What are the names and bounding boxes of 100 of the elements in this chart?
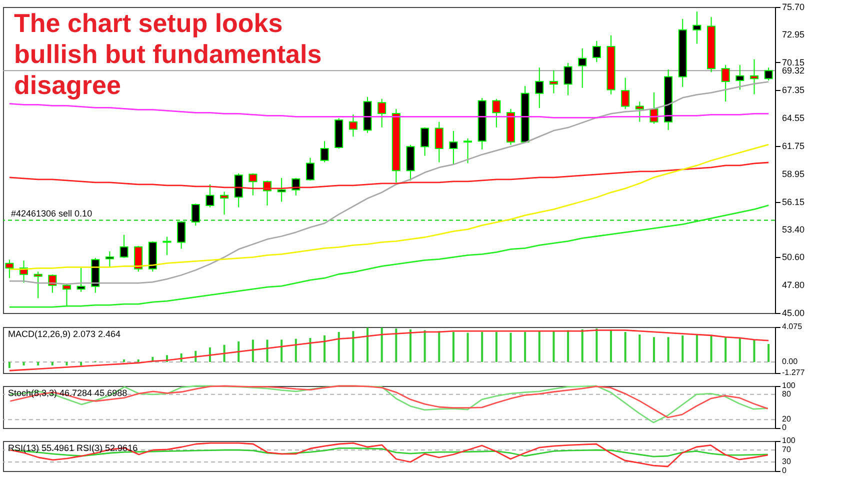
chart-title: Stoch(8,3,3) 46.7284 45.6988 [8, 388, 128, 398]
candlestick [206, 184, 214, 208]
y-tick-label: 0 [782, 423, 787, 432]
candlestick [348, 114, 358, 138]
candlestick [320, 140, 329, 163]
bar [123, 359, 126, 362]
bar [37, 362, 40, 366]
y-tick-label: 53.40 [782, 224, 805, 234]
ref-line-label: #42461306 sell 0.10 [11, 208, 92, 218]
y-tick-label: 70.15 [782, 57, 805, 68]
bar [696, 334, 698, 362]
bar [552, 331, 555, 362]
y-tick-label: 72.95 [782, 29, 805, 40]
bar [380, 328, 383, 362]
annotation: The chart setup looks bullish but fundamentals disagree [14, 8, 323, 101]
candlestick [535, 67, 544, 109]
bar [510, 332, 512, 362]
candlestick [5, 259, 14, 279]
bar [366, 328, 369, 362]
candlestick [234, 172, 243, 208]
bar [280, 340, 283, 362]
y-tick-label: 0.00 [782, 357, 798, 366]
candlestick [621, 77, 630, 110]
bar [624, 332, 626, 362]
candlestick [564, 62, 572, 96]
bar [638, 334, 641, 362]
candlestick [750, 58, 758, 95]
y-tick-label: 70 [782, 445, 792, 454]
y-tick-label: 100 [782, 381, 796, 390]
candlestick [220, 191, 229, 216]
line-series [8, 330, 770, 372]
bar [710, 335, 712, 362]
bar [238, 341, 240, 362]
bar [294, 338, 297, 362]
y-tick-label: 50.60 [782, 252, 805, 262]
chart-title: MACD(12,26,9) 2.073 2.464 [8, 329, 121, 339]
bar [452, 332, 454, 362]
bar [8, 362, 10, 368]
candlestick [692, 11, 702, 44]
y-tick-label: 47.80 [782, 280, 805, 290]
bar [266, 340, 268, 362]
bar [223, 344, 226, 362]
y-tick-label: 58.95 [782, 168, 805, 179]
candlestick [449, 130, 458, 165]
candlestick [549, 70, 558, 94]
candlestick [721, 64, 730, 102]
bar [137, 359, 140, 362]
candlestick [592, 40, 601, 63]
bar [538, 331, 540, 362]
bar [409, 329, 412, 362]
bar [682, 335, 684, 362]
line-series [8, 204, 770, 308]
bar [753, 340, 756, 362]
bar [80, 362, 82, 366]
bar [324, 335, 326, 362]
candlestick [306, 157, 314, 182]
bar [466, 332, 469, 362]
y-tick-label: 64.55 [782, 113, 805, 124]
y-tick-label: 0 [782, 466, 787, 475]
bar [581, 329, 584, 362]
candlestick [378, 98, 386, 128]
bar [424, 330, 426, 362]
candlestick [134, 245, 143, 272]
candlestick [736, 64, 744, 90]
bar [438, 331, 440, 362]
candlestick [177, 220, 186, 250]
bar [524, 332, 526, 362]
candlestick [105, 250, 114, 268]
line-series [9, 442, 769, 468]
candlestick [464, 138, 472, 164]
y-tick-label: 80 [782, 389, 792, 398]
candlestick [406, 144, 415, 182]
candlestick [76, 267, 86, 292]
bar [610, 330, 612, 362]
candlestick [277, 177, 286, 202]
y-tick-label: 30 [782, 457, 792, 466]
y-tick-label: -1.277 [782, 368, 806, 377]
bar [481, 332, 484, 362]
bar [724, 337, 727, 362]
bar [338, 332, 340, 362]
bar [66, 362, 68, 366]
candlestick [764, 67, 773, 81]
candlestick [62, 284, 71, 308]
y-tick-label: 67.35 [782, 85, 805, 96]
bar [495, 332, 498, 362]
y-tick-label: 45.00 [782, 308, 805, 318]
bar [768, 344, 770, 362]
bar [652, 337, 655, 362]
bar [22, 362, 25, 366]
candlestick [578, 48, 587, 88]
bar [309, 338, 312, 362]
candlestick [120, 234, 128, 258]
candlestick [420, 126, 430, 156]
bar [51, 362, 54, 366]
candlestick [434, 121, 444, 163]
y-tick-label: 75.70 [782, 2, 805, 12]
candlestick [34, 271, 42, 299]
candlestick [635, 101, 644, 122]
bar [738, 338, 741, 362]
bar [395, 328, 398, 362]
